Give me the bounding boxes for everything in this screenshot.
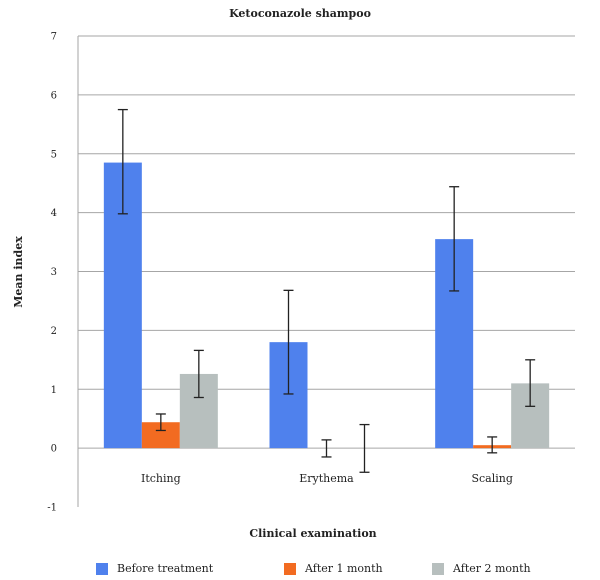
y-axis-title: Mean index bbox=[12, 236, 25, 308]
category-label: Scaling bbox=[471, 472, 512, 485]
legend-swatch bbox=[432, 563, 444, 575]
y-tick-labels: -1 0 1 2 3 4 5 6 7 bbox=[47, 32, 57, 514]
y-tick-label: 0 bbox=[51, 444, 57, 455]
y-tick-label: 3 bbox=[51, 267, 57, 278]
chart-title: Ketoconazole shampoo bbox=[229, 7, 371, 20]
legend-label: After 2 month bbox=[452, 562, 531, 575]
category-label: Erythema bbox=[299, 472, 354, 485]
legend-swatch bbox=[96, 563, 108, 575]
y-tick-label: 4 bbox=[51, 208, 57, 219]
y-tick-label: -1 bbox=[47, 503, 57, 514]
category-label: Itching bbox=[141, 472, 181, 485]
bars bbox=[103, 162, 550, 449]
y-tick-label: 1 bbox=[51, 385, 57, 396]
error-bars bbox=[117, 108, 536, 473]
x-axis-title: Clinical examination bbox=[249, 527, 376, 540]
legend: Before treatment After 1 month After 2 mon… bbox=[96, 562, 531, 575]
y-tick-label: 6 bbox=[51, 90, 57, 101]
y-tick-label: 5 bbox=[51, 149, 57, 160]
grid-lines bbox=[77, 35, 575, 507]
category-labels: Itching Erythema Scaling bbox=[141, 472, 513, 485]
legend-label: Before treatment bbox=[117, 562, 214, 575]
y-tick-label: 2 bbox=[51, 326, 57, 337]
legend-label: After 1 month bbox=[304, 562, 383, 575]
y-tick-label: 7 bbox=[51, 32, 57, 43]
legend-swatch bbox=[284, 563, 296, 575]
